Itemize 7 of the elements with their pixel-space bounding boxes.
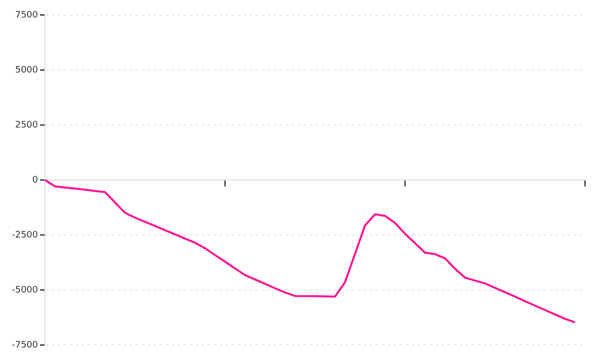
y-tick-label: -2500	[12, 230, 38, 240]
y-tick-label: 7500	[15, 10, 38, 20]
y-tick-label: 5000	[15, 65, 38, 76]
y-tick-label: -7500	[12, 340, 38, 350]
y-tick-label: 2500	[15, 120, 38, 130]
y-tick-label: 0	[32, 175, 38, 186]
y-tick-label: -5000	[12, 285, 38, 296]
